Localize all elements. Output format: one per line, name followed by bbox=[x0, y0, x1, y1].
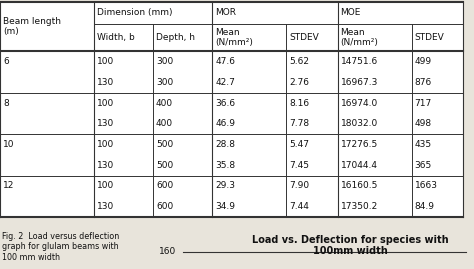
Text: 42.7: 42.7 bbox=[215, 78, 235, 87]
Text: 130: 130 bbox=[97, 161, 114, 170]
Text: 34.9: 34.9 bbox=[215, 202, 235, 211]
Text: 7.45: 7.45 bbox=[289, 161, 309, 170]
Text: MOE: MOE bbox=[341, 8, 361, 17]
Text: 29.3: 29.3 bbox=[215, 182, 235, 190]
Text: 10: 10 bbox=[3, 140, 15, 149]
Text: 17276.5: 17276.5 bbox=[341, 140, 378, 149]
Text: 100: 100 bbox=[97, 57, 114, 66]
Text: 300: 300 bbox=[156, 78, 173, 87]
Text: 100: 100 bbox=[97, 182, 114, 190]
Text: Load vs. Deflection for species with
100mm width: Load vs. Deflection for species with 100… bbox=[252, 235, 449, 256]
Text: 365: 365 bbox=[415, 161, 432, 170]
Text: 400: 400 bbox=[156, 119, 173, 128]
Text: 600: 600 bbox=[156, 202, 173, 211]
Text: 46.9: 46.9 bbox=[215, 119, 235, 128]
Bar bbox=[0, 2, 463, 217]
Text: 5.62: 5.62 bbox=[289, 57, 309, 66]
Text: 84.9: 84.9 bbox=[415, 202, 435, 211]
Text: Fig. 2  Load versus deflection
graph for glulam beams with
100 mm width: Fig. 2 Load versus deflection graph for … bbox=[2, 232, 119, 262]
Text: 7.78: 7.78 bbox=[289, 119, 310, 128]
Text: 600: 600 bbox=[156, 182, 173, 190]
Text: 12: 12 bbox=[3, 182, 14, 190]
Text: 300: 300 bbox=[156, 57, 173, 66]
Text: Width, b: Width, b bbox=[97, 33, 135, 42]
Text: MOR: MOR bbox=[215, 8, 236, 17]
Text: 499: 499 bbox=[415, 57, 432, 66]
Text: 717: 717 bbox=[415, 99, 432, 108]
Text: Beam length
(m): Beam length (m) bbox=[3, 17, 61, 36]
Text: 28.8: 28.8 bbox=[215, 140, 235, 149]
Text: 500: 500 bbox=[156, 161, 173, 170]
Text: Mean
(N/mm²): Mean (N/mm²) bbox=[215, 28, 253, 47]
Text: 47.6: 47.6 bbox=[215, 57, 235, 66]
Text: STDEV: STDEV bbox=[289, 33, 319, 42]
Text: 36.6: 36.6 bbox=[215, 99, 235, 108]
Text: 6: 6 bbox=[3, 57, 9, 66]
Text: 17044.4: 17044.4 bbox=[341, 161, 378, 170]
Text: 100: 100 bbox=[97, 99, 114, 108]
Text: 130: 130 bbox=[97, 202, 114, 211]
Text: 16160.5: 16160.5 bbox=[341, 182, 378, 190]
Text: 400: 400 bbox=[156, 99, 173, 108]
Text: 14751.6: 14751.6 bbox=[341, 57, 378, 66]
Text: 160: 160 bbox=[158, 247, 176, 256]
Text: 17350.2: 17350.2 bbox=[341, 202, 378, 211]
Text: Dimension (mm): Dimension (mm) bbox=[97, 8, 172, 17]
Text: 2.76: 2.76 bbox=[289, 78, 309, 87]
Text: 130: 130 bbox=[97, 119, 114, 128]
Text: Depth, h: Depth, h bbox=[156, 33, 195, 42]
Text: 100: 100 bbox=[97, 140, 114, 149]
Text: 435: 435 bbox=[415, 140, 432, 149]
Text: 498: 498 bbox=[415, 119, 432, 128]
Text: 130: 130 bbox=[97, 78, 114, 87]
Text: 16967.3: 16967.3 bbox=[341, 78, 378, 87]
Text: 35.8: 35.8 bbox=[215, 161, 235, 170]
Text: 18032.0: 18032.0 bbox=[341, 119, 378, 128]
Text: 7.90: 7.90 bbox=[289, 182, 310, 190]
Text: 1663: 1663 bbox=[415, 182, 438, 190]
Text: STDEV: STDEV bbox=[415, 33, 444, 42]
Text: 8: 8 bbox=[3, 99, 9, 108]
Text: 16974.0: 16974.0 bbox=[341, 99, 378, 108]
Text: 8.16: 8.16 bbox=[289, 99, 310, 108]
Text: 500: 500 bbox=[156, 140, 173, 149]
Text: 7.44: 7.44 bbox=[289, 202, 309, 211]
Text: 876: 876 bbox=[415, 78, 432, 87]
Text: Mean
(N/mm²): Mean (N/mm²) bbox=[341, 28, 378, 47]
Text: 5.47: 5.47 bbox=[289, 140, 309, 149]
